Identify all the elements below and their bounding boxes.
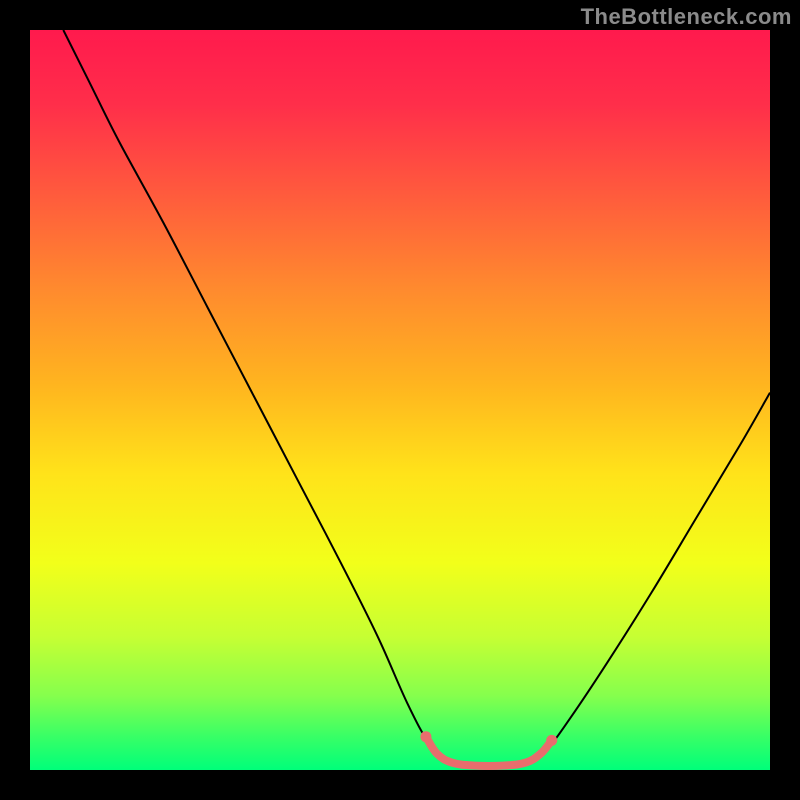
plot-background-gradient <box>30 30 770 770</box>
highlight-endpoint-dot <box>420 731 431 742</box>
chart-container: TheBottleneck.com <box>0 0 800 800</box>
highlight-endpoint-dot <box>546 735 557 746</box>
watermark-label: TheBottleneck.com <box>581 4 792 30</box>
bottleneck-chart <box>0 0 800 800</box>
